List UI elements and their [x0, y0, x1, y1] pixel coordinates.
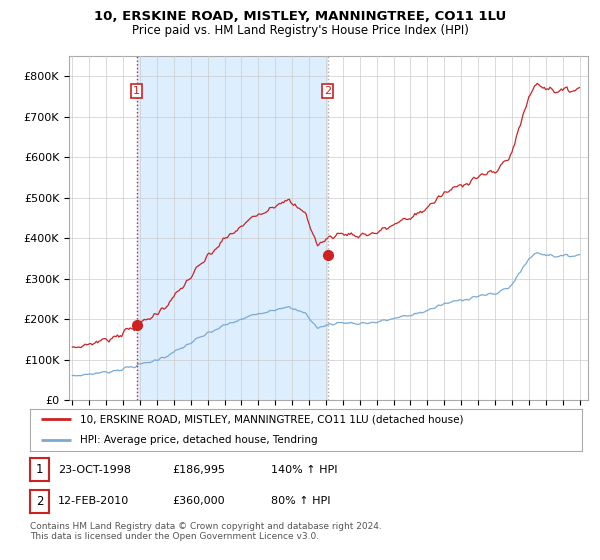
Text: 10, ERSKINE ROAD, MISTLEY, MANNINGTREE, CO11 1LU (detached house): 10, ERSKINE ROAD, MISTLEY, MANNINGTREE, …: [80, 414, 463, 424]
Text: 2: 2: [324, 86, 331, 96]
Text: 140% ↑ HPI: 140% ↑ HPI: [271, 465, 338, 475]
Text: 2: 2: [36, 494, 43, 508]
Text: 10, ERSKINE ROAD, MISTLEY, MANNINGTREE, CO11 1LU: 10, ERSKINE ROAD, MISTLEY, MANNINGTREE, …: [94, 10, 506, 23]
Text: £360,000: £360,000: [172, 496, 225, 506]
Text: 12-FEB-2010: 12-FEB-2010: [58, 496, 130, 506]
Text: 1: 1: [36, 463, 43, 477]
Text: £186,995: £186,995: [172, 465, 225, 475]
Text: Contains HM Land Registry data © Crown copyright and database right 2024.
This d: Contains HM Land Registry data © Crown c…: [30, 522, 382, 542]
Text: 1: 1: [133, 86, 140, 96]
Text: 23-OCT-1998: 23-OCT-1998: [58, 465, 131, 475]
Bar: [137, 56, 328, 400]
Text: Price paid vs. HM Land Registry's House Price Index (HPI): Price paid vs. HM Land Registry's House …: [131, 24, 469, 36]
Text: 80% ↑ HPI: 80% ↑ HPI: [271, 496, 331, 506]
Text: HPI: Average price, detached house, Tendring: HPI: Average price, detached house, Tend…: [80, 435, 317, 445]
